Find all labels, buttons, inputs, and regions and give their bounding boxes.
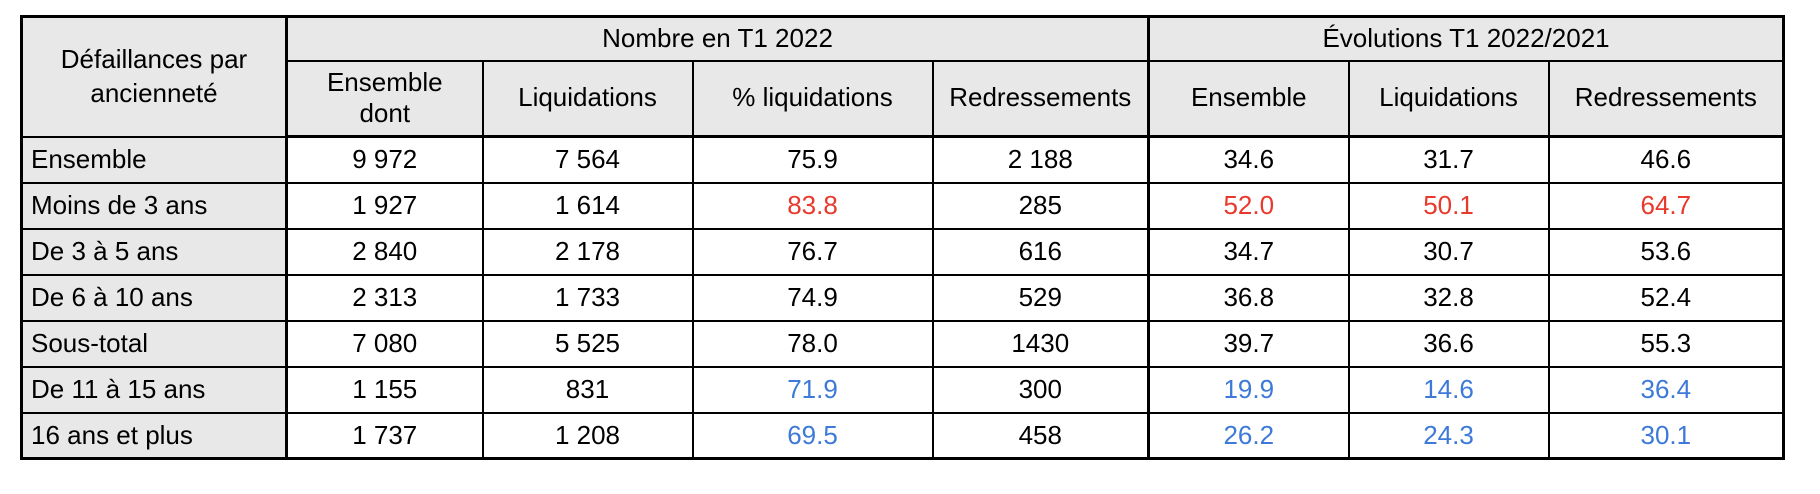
table-cell: 69.5 bbox=[691, 411, 934, 460]
table-cell: 74.9 bbox=[691, 273, 934, 322]
col-header-pct-liquidations: % liquidations bbox=[691, 59, 934, 138]
table-cell: 53.6 bbox=[1547, 227, 1785, 276]
table-cell: 831 bbox=[481, 365, 694, 414]
table-row: Moins de 3 ans 1 927 1 614 83.8 285 52.0 50.1 6… bbox=[20, 181, 1785, 230]
table-cell: 1 927 bbox=[285, 181, 484, 230]
table-cell: 83.8 bbox=[691, 181, 934, 230]
table-cell: 50.1 bbox=[1347, 181, 1550, 230]
table-cell: 39.7 bbox=[1147, 319, 1350, 368]
table-cell: 52.0 bbox=[1147, 181, 1350, 230]
table-cell: 2 313 bbox=[285, 273, 484, 322]
table-cell: 1 208 bbox=[481, 411, 694, 460]
table-cell: 7 564 bbox=[481, 135, 694, 184]
table-cell: 1 155 bbox=[285, 365, 484, 414]
table-cell: 46.6 bbox=[1547, 135, 1785, 184]
col-header-evol-redressements: Redressements bbox=[1547, 59, 1785, 138]
table-cell: 75.9 bbox=[691, 135, 934, 184]
row-label: De 6 à 10 ans bbox=[20, 273, 288, 322]
row-label: Sous-total bbox=[20, 319, 288, 368]
table-cell: 52.4 bbox=[1547, 273, 1785, 322]
row-label: 16 ans et plus bbox=[20, 411, 288, 460]
col-header-evol-liquidations: Liquidations bbox=[1347, 59, 1550, 138]
table-cell: 5 525 bbox=[481, 319, 694, 368]
col-header-redressements: Redressements bbox=[931, 59, 1151, 138]
table-cell: 34.6 bbox=[1147, 135, 1350, 184]
group-header-row: Défaillances par ancienneté Nombre en T1… bbox=[20, 15, 1785, 138]
table-cell: 2 178 bbox=[481, 227, 694, 276]
table-row: Ensemble 9 972 7 564 75.9 2 188 34.6 31.7 46.6 bbox=[20, 135, 1785, 184]
table-cell: 285 bbox=[931, 181, 1151, 230]
table-cell: 616 bbox=[931, 227, 1151, 276]
table-cell: 7 080 bbox=[285, 319, 484, 368]
table-cell: 529 bbox=[931, 273, 1151, 322]
row-label: Ensemble bbox=[20, 135, 288, 184]
row-label: Moins de 3 ans bbox=[20, 181, 288, 230]
table-cell: 2 840 bbox=[285, 227, 484, 276]
table-cell: 34.7 bbox=[1147, 227, 1350, 276]
table-row: 16 ans et plus 1 737 1 208 69.5 458 26.2 24.3 3… bbox=[20, 411, 1785, 460]
row-label: De 3 à 5 ans bbox=[20, 227, 288, 276]
table-row: De 3 à 5 ans 2 840 2 178 76.7 616 34.7 30.7 53.… bbox=[20, 227, 1785, 276]
table-cell: 76.7 bbox=[691, 227, 934, 276]
table-cell: 14.6 bbox=[1347, 365, 1550, 414]
table-cell: 458 bbox=[931, 411, 1151, 460]
col-header-liquidations: Liquidations bbox=[481, 59, 694, 138]
table-cell: 30.7 bbox=[1347, 227, 1550, 276]
table-cell: 64.7 bbox=[1547, 181, 1785, 230]
row-label: De 11 à 15 ans bbox=[20, 365, 288, 414]
table-cell: 2 188 bbox=[931, 135, 1151, 184]
table-cell: 71.9 bbox=[691, 365, 934, 414]
table-cell: 31.7 bbox=[1347, 135, 1550, 184]
table-cell: 19.9 bbox=[1147, 365, 1350, 414]
col-header-ensemble-dont: Ensemble dont bbox=[285, 59, 484, 138]
table-cell: 1 737 bbox=[285, 411, 484, 460]
table-cell: 9 972 bbox=[285, 135, 484, 184]
table-cell: 30.1 bbox=[1547, 411, 1785, 460]
table-row: De 6 à 10 ans 2 313 1 733 74.9 529 36.8 32.8 52… bbox=[20, 273, 1785, 322]
group-header-nombre: Nombre en T1 2022 bbox=[285, 15, 1151, 62]
table-cell: 1 614 bbox=[481, 181, 694, 230]
col-header-evol-ensemble: Ensemble bbox=[1147, 59, 1350, 138]
table-row: De 11 à 15 ans 1 155 831 71.9 300 19.9 14.6 36.… bbox=[20, 365, 1785, 414]
table-cell: 36.6 bbox=[1347, 319, 1550, 368]
sub-header-row: Ensemble dont Liquidations % liquidation… bbox=[22, 59, 1785, 138]
group-header-evolutions: Évolutions T1 2022/2021 bbox=[1147, 15, 1785, 62]
table-cell: 55.3 bbox=[1547, 319, 1785, 368]
table-cell: 1 733 bbox=[481, 273, 694, 322]
defaillances-table: Défaillances par ancienneté Nombre en T1… bbox=[20, 15, 1786, 460]
table-cell: 32.8 bbox=[1347, 273, 1550, 322]
table-cell: 36.8 bbox=[1147, 273, 1350, 322]
table-cell: 300 bbox=[931, 365, 1151, 414]
table-cell: 78.0 bbox=[691, 319, 934, 368]
table-cell: 36.4 bbox=[1547, 365, 1785, 414]
table-cell: 1430 bbox=[931, 319, 1151, 368]
corner-header: Défaillances par ancienneté bbox=[20, 15, 288, 138]
table-cell: 26.2 bbox=[1147, 411, 1350, 460]
table-row: Sous-total 7 080 5 525 78.0 1430 39.7 36.6 55.3 bbox=[20, 319, 1785, 368]
table-cell: 24.3 bbox=[1347, 411, 1550, 460]
